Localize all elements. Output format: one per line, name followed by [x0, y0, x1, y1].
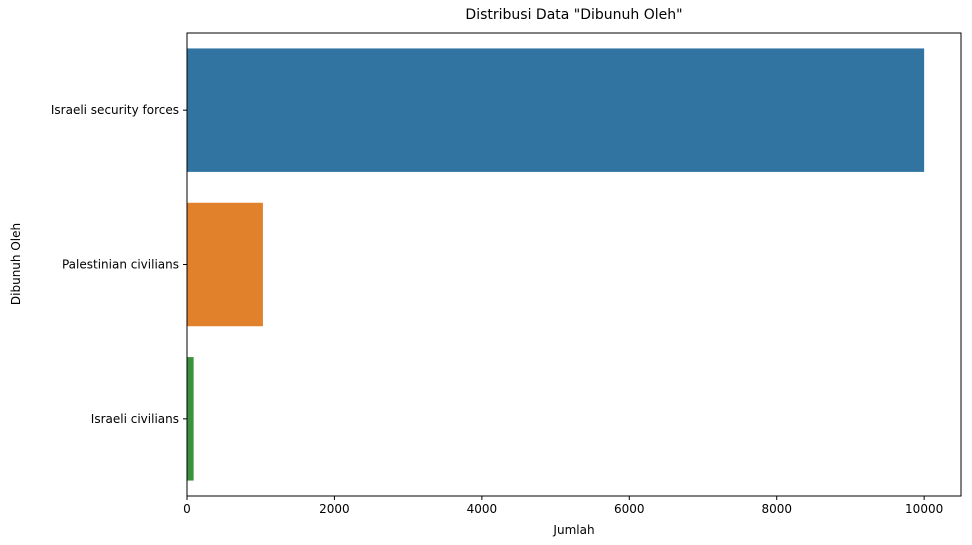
y-axis-label: Dibunuh Oleh [9, 223, 23, 305]
bar-israeli-security-forces [187, 48, 924, 171]
x-axis-ticks: 0 2000 4000 6000 8000 10000 [183, 496, 943, 516]
chart-title: Distribusi Data "Dibunuh Oleh" [465, 7, 682, 23]
x-tick-label: 10000 [905, 502, 943, 516]
x-tick-label: 6000 [614, 502, 645, 516]
x-tick-label: 4000 [467, 502, 498, 516]
bars-group [187, 48, 924, 480]
x-tick-label: 2000 [319, 502, 350, 516]
bar-israeli-civilians [187, 357, 194, 480]
x-tick-label: 0 [183, 502, 191, 516]
bar-palestinian-civilians [187, 203, 263, 326]
y-tick-label: Israeli security forces [51, 103, 179, 117]
y-tick-label: Palestinian civilians [62, 258, 179, 272]
x-tick-label: 8000 [761, 502, 792, 516]
y-tick-label: Israeli civilians [91, 412, 179, 426]
x-axis-label: Jumlah [552, 523, 594, 537]
y-axis-ticks: Israeli security forces Palestinian civil… [51, 103, 187, 426]
